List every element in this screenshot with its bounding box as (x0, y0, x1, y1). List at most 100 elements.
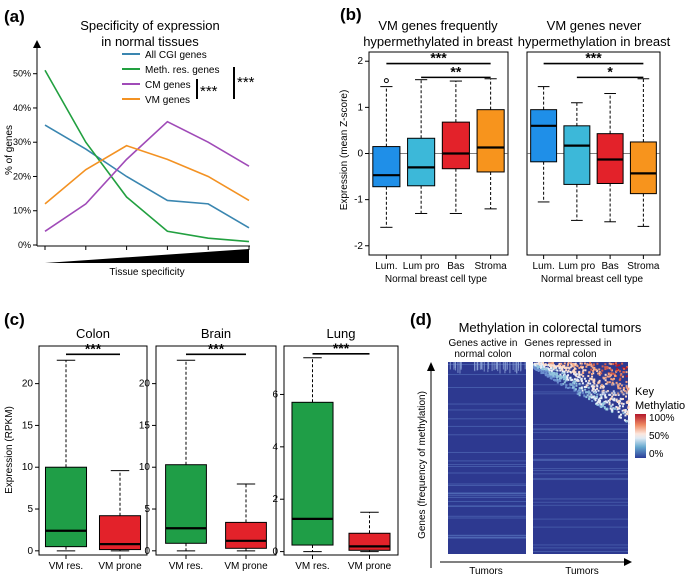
heatmap-repressed-cell (606, 407, 609, 410)
heatmap-repressed-cell (548, 375, 551, 378)
heatmap-active-stripe (448, 464, 526, 466)
heatmap-repressed-cell (574, 388, 577, 391)
heatmap-repressed-cell (553, 365, 556, 368)
heatmap-repressed-cell (609, 398, 612, 401)
heatmap-repressed-cell (572, 362, 575, 365)
heatmap-repressed-stripe (533, 501, 628, 503)
heatmap-repressed-cell (538, 362, 541, 365)
ytick-label: 20 (139, 379, 151, 390)
box-1 (563, 125, 591, 185)
heatmap-repressed-stripe (533, 473, 628, 475)
box-0 (372, 146, 401, 188)
heatmap-repressed-cell (551, 373, 554, 376)
heatmap-repressed-cell (620, 398, 623, 401)
heatmap-repressed-cell (568, 367, 571, 370)
heatmap-repressed-cell (622, 366, 625, 369)
heatmap-repressed-cell (576, 390, 579, 393)
heatmap-repressed-cell (598, 397, 601, 400)
legend-colorbar (635, 414, 646, 458)
heatmap-repressed-cell (583, 362, 586, 365)
heatmap-repressed-cell (591, 389, 594, 392)
heatmap-active-stripe (448, 483, 526, 485)
heatmap-repressed-cell (618, 399, 621, 402)
heatmap-active-top-speckle (505, 362, 507, 371)
heatmap-repressed-cell (573, 372, 576, 375)
panel-a-legend-label-2: CM genes (145, 80, 191, 91)
heatmap-active-stripe (448, 505, 526, 507)
heatmap-repressed-cell (604, 366, 607, 369)
heatmap-active-stripe (448, 364, 526, 365)
heatmap-repressed-cell (593, 397, 596, 400)
heatmap-repressed-cell (617, 387, 620, 390)
category-label-0: VM res. (295, 561, 329, 572)
heatmap-active-top-speckle (479, 362, 481, 370)
heatmap-repressed-cell (590, 378, 593, 381)
heatmap-repressed-cell (580, 362, 583, 365)
heatmap-repressed-cell (566, 364, 569, 367)
heatmap-repressed-cell (542, 369, 545, 372)
heatmap-repressed-cell (555, 366, 558, 369)
heatmap-repressed-cell (558, 377, 561, 380)
heatmap-repressed-cell (615, 381, 618, 384)
category-label-3: Stroma (475, 261, 508, 272)
heatmap-repressed-cell (615, 398, 618, 401)
heatmap-repressed-cell (573, 378, 576, 381)
heatmap-repressed-cell (612, 372, 615, 375)
heatmap-repressed-cell (619, 374, 622, 377)
heatmap-active-top-speckle (499, 362, 501, 374)
heatmap-repressed-cell (593, 391, 596, 394)
heatmap-repressed-cell (625, 395, 628, 398)
heatmap-active-top-speckle (460, 362, 462, 369)
heatmap-repressed-cell (537, 368, 540, 371)
box-3 (629, 141, 657, 195)
ytick-label: -2 (354, 241, 363, 252)
heatmap-repressed-cell (588, 391, 591, 394)
heatmap-repressed-cell (600, 405, 603, 408)
heatmap-repressed-cell (600, 403, 603, 406)
heatmap-repressed-cell (575, 364, 578, 367)
heatmap-repressed-cell (590, 365, 593, 368)
heatmap-repressed-cell (560, 362, 563, 365)
heatmap-active-stripe (448, 535, 526, 537)
heatmap-repressed-cell (534, 366, 537, 369)
heatmap-repressed-cell (624, 411, 627, 414)
heatmap-repressed-cell (592, 363, 595, 366)
heatmap-repressed-cell (556, 381, 559, 384)
heatmap-repressed-cell (562, 366, 565, 369)
panel-d-col2-title-line-2: normal colon (539, 349, 596, 360)
heatmap-repressed-cell (592, 387, 595, 390)
heatmap-repressed-cell (544, 372, 547, 375)
heatmap-active-top-speckle (453, 362, 455, 370)
box-1 (348, 532, 391, 551)
heatmap-repressed-cell (535, 367, 538, 370)
panel-a-xlabel: Tissue specificity (109, 267, 184, 278)
panel-a-legend-label-1: Meth. res. genes (145, 65, 219, 76)
panel-b-right-title-line-1: VM genes never (547, 18, 642, 33)
heatmap-repressed-cell (622, 388, 625, 391)
heatmap-repressed-cell (610, 368, 613, 371)
ytick-label: 6 (272, 389, 278, 400)
heatmap-repressed-cell (619, 377, 622, 380)
heatmap-repressed-cell (598, 372, 601, 375)
heatmap-repressed-cell (606, 390, 609, 393)
heatmap-repressed-cell (601, 365, 604, 368)
heatmap-repressed-cell (596, 403, 599, 406)
heatmap-repressed-cell (625, 385, 628, 388)
panel-d-ylabel: Genes (frequency of methylation) (417, 391, 428, 539)
heatmap-repressed-cell (549, 377, 552, 380)
ytick-label: 5 (27, 504, 33, 515)
heatmap-repressed-cell (613, 399, 616, 402)
heatmap-repressed-cell (624, 414, 627, 417)
heatmap-active-top-speckle (512, 362, 514, 370)
heatmap-active-stripe (448, 485, 526, 486)
heatmap-repressed-cell (602, 376, 605, 379)
heatmap-repressed-cell (625, 380, 628, 383)
heatmap-repressed-cell (582, 375, 585, 378)
heatmap-repressed-cell (586, 363, 589, 366)
heatmap-repressed-cell (537, 366, 540, 369)
ytick-label: 15 (139, 420, 151, 431)
heatmap-repressed-cell (613, 373, 616, 376)
heatmap-repressed-cell (621, 362, 624, 365)
heatmap-repressed-cell (599, 386, 602, 389)
heatmap-repressed-cell (627, 405, 630, 408)
